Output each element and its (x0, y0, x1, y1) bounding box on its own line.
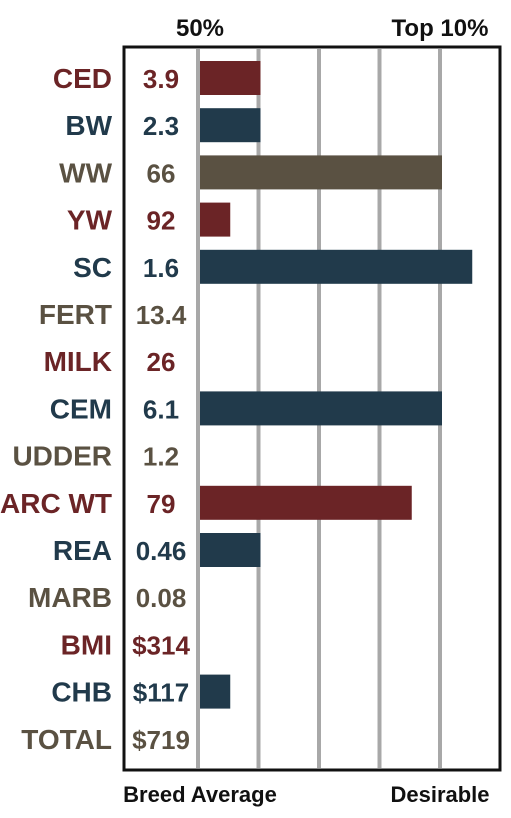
category-label: TOTAL (21, 724, 112, 755)
bar-yw (200, 202, 231, 237)
value-label: 2.3 (143, 111, 179, 141)
value-label: 79 (147, 489, 176, 519)
top-label-top-10-percent: Top 10% (392, 15, 489, 42)
row-labels: CED 3.9 BW 2.3 WW 66 YW 92 SC 1.6 FERT 13.4 MILK 26 CE… (0, 63, 190, 755)
bottom-label-breed-average: Breed Average (123, 782, 277, 807)
value-label: 1.2 (143, 442, 179, 472)
bottom-label-desirable: Desirable (390, 782, 489, 807)
bar-sc (200, 249, 473, 284)
category-label: CHB (51, 677, 112, 708)
bar-rea (200, 533, 261, 567)
value-label: 0.46 (136, 536, 187, 566)
category-label: FERT (39, 299, 112, 330)
category-label: MILK (44, 346, 112, 377)
value-label: 92 (147, 206, 176, 236)
category-label: CEM (50, 393, 112, 424)
category-label: WW (59, 157, 112, 188)
value-label: 26 (147, 347, 176, 377)
chart-frame (122, 45, 502, 772)
value-label: $314 (132, 630, 190, 660)
bars (200, 61, 473, 709)
value-label: 3.9 (143, 64, 179, 94)
bar-carc-wt (200, 485, 412, 520)
value-label: 1.6 (143, 253, 179, 283)
top-label-50-percent: 50% (176, 15, 224, 42)
value-label: $719 (132, 725, 190, 755)
bar-chb (200, 674, 231, 709)
category-label: UDDER (12, 441, 112, 472)
bar-ced (200, 61, 261, 95)
value-label: $117 (133, 678, 189, 708)
category-label: CARC WT (0, 488, 112, 519)
value-label: 0.08 (136, 583, 187, 613)
category-label: CED (53, 63, 112, 94)
category-label: REA (53, 535, 112, 566)
bar-ww (200, 155, 442, 190)
category-label: SC (73, 252, 112, 283)
category-label: MARB (28, 582, 112, 613)
value-label: 66 (147, 158, 176, 188)
value-label: 13.4 (136, 300, 187, 330)
value-label: 6.1 (143, 394, 179, 424)
bar-cem (200, 391, 442, 426)
bar-bw (200, 108, 261, 143)
category-label: BW (65, 110, 112, 141)
category-label: YW (67, 205, 113, 236)
category-label: BMI (61, 629, 112, 660)
